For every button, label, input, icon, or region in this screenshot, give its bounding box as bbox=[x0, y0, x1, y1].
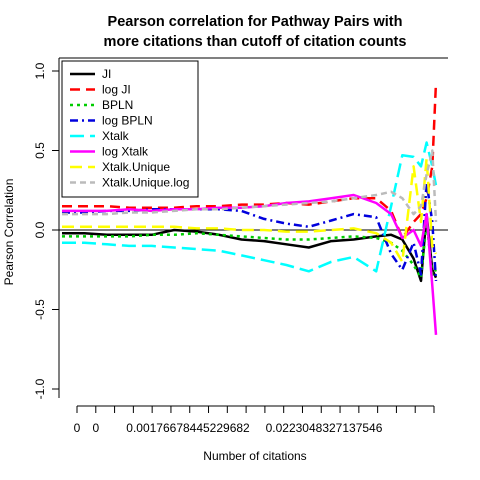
legend-label: Xtalk.Unique.log bbox=[102, 176, 189, 190]
legend-label: JI bbox=[102, 67, 111, 81]
y-tick-label: -1.0 bbox=[33, 378, 47, 399]
y-tick-label: 0.0 bbox=[33, 221, 47, 238]
x-tick-label: 0.0223048327137546 bbox=[266, 421, 383, 435]
series-line-xtalk-unique-log bbox=[62, 149, 438, 223]
series-line-log-xtalk bbox=[62, 193, 438, 335]
legend-box bbox=[61, 60, 199, 198]
y-tick-label: 1.0 bbox=[33, 62, 47, 79]
series-line-xtalk-unique bbox=[62, 157, 438, 264]
chart-title-line-1: Pearson correlation for Pathway Pairs wi… bbox=[108, 14, 403, 30]
legend-label: log Xtalk bbox=[102, 145, 149, 159]
x-tick-label: 0 bbox=[92, 421, 99, 435]
legend-label: Xtalk bbox=[102, 129, 130, 143]
x-tick-label: 0.00176678445229682 bbox=[126, 421, 250, 435]
x-axis: 0 0 0.00176678445229682 0.0223048327137546 bbox=[74, 405, 435, 435]
x-axis-label: Number of citations bbox=[203, 449, 306, 463]
legend-label: Xtalk.Unique bbox=[102, 160, 170, 174]
y-tick-label: 0.5 bbox=[33, 142, 47, 159]
legend-label: BPLN bbox=[102, 98, 133, 112]
series-line-log-ji bbox=[62, 82, 438, 240]
legend-label: log JI bbox=[102, 83, 131, 97]
y-axis-label: Pearson Correlation bbox=[2, 179, 16, 286]
y-tick-label: -0.5 bbox=[33, 299, 47, 320]
y-axis: -1.0 -0.5 0.0 0.5 1.0 bbox=[33, 62, 60, 399]
series-lines bbox=[62, 82, 438, 335]
chart-title-line-2: more citations than cutoff of citation c… bbox=[104, 34, 407, 50]
legend-label: log BPLN bbox=[102, 114, 153, 128]
series-line-bpln bbox=[62, 220, 437, 279]
x-tick-label: 0 bbox=[74, 421, 81, 435]
